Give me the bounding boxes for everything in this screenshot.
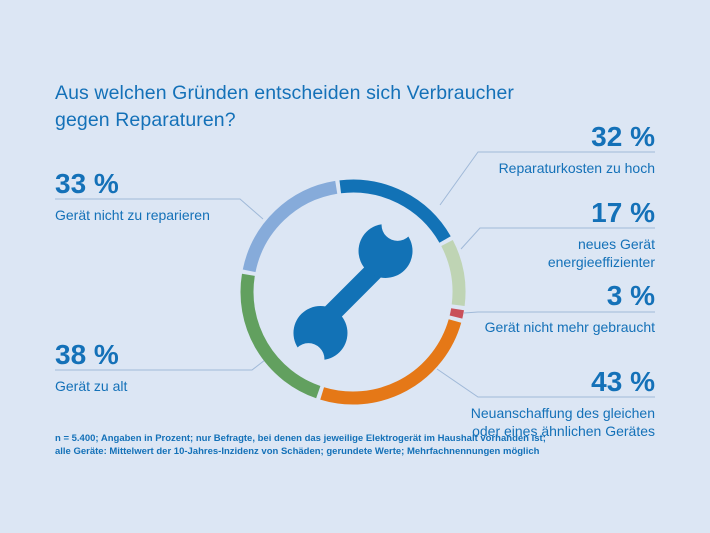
chart-title-line1: Aus welchen Gründen entscheiden sich Ver… — [55, 82, 514, 104]
callout-reparaturkosten-zu-hoch: 32 % Reparaturkosten zu hoch — [425, 121, 655, 177]
chart-title-line2: gegen Reparaturen? — [55, 109, 236, 131]
callout-value: 43 % — [591, 366, 655, 397]
callout-value: 17 % — [591, 197, 655, 228]
callout-label: Neuanschaffung des gleichen — [470, 405, 655, 421]
donut-segment-1 — [441, 240, 466, 307]
callout-value: 32 % — [591, 121, 655, 152]
callout-connector-line-2 — [439, 151, 655, 206]
chart-title: Aus welchen Gründen entscheiden sich Ver… — [55, 80, 514, 134]
callout-label: neues Gerät — [577, 236, 655, 252]
donut-segment-5 — [242, 180, 338, 273]
callout-value: 33 % — [55, 168, 119, 199]
callout-connector-line-5 — [436, 368, 655, 398]
wrench-jaw-cutout-top — [381, 208, 414, 241]
callout-value: 38 % — [55, 339, 119, 370]
callout-label: Gerät nicht mehr gebraucht — [484, 319, 655, 335]
callout-neuanschaffung: 43 % Neuanschaffung des gleichen oder ei… — [425, 366, 655, 440]
callout-connector-line-4 — [463, 311, 655, 314]
donut-segment-4 — [240, 273, 321, 399]
footnote: n = 5.400; Angaben in Prozent; nur Befra… — [55, 433, 546, 458]
donut-segment-0 — [339, 179, 451, 243]
wrench-jaw-cutout-bottom — [292, 343, 325, 376]
callout-label: Gerät zu alt — [55, 378, 128, 394]
callout-connector-line-0 — [55, 198, 264, 220]
callout-connector-line-1 — [55, 359, 266, 371]
callout-label: energieeffizienter — [547, 254, 655, 270]
callout-label: Reparaturkosten zu hoch — [498, 160, 655, 176]
callout-geraet-nicht-zu-reparieren: 33 % Gerät nicht zu reparieren — [55, 168, 285, 224]
callout-label: oder eines ähnlichen Gerätes — [472, 423, 655, 439]
callout-geraet-zu-alt: 38 % Gerät zu alt — [55, 339, 285, 395]
callout-value: 3 % — [606, 280, 655, 311]
donut-segment-2 — [449, 308, 465, 319]
callout-label: Gerät nicht zu reparieren — [55, 207, 210, 223]
callout-neues-geraet-energieeffizienter: 17 % neues Gerät energieeffizienter — [425, 197, 655, 271]
donut-segment-3 — [320, 319, 462, 405]
footnote-line1: n = 5.400; Angaben in Prozent; nur Befra… — [55, 433, 546, 444]
callout-connector-line-3 — [460, 227, 655, 250]
callout-geraet-nicht-mehr-gebraucht: 3 % Gerät nicht mehr gebraucht — [425, 280, 655, 336]
wrench-icon — [292, 208, 414, 376]
footnote-line2: alle Geräte: Mittelwert der 10-Jahres-In… — [55, 445, 540, 457]
